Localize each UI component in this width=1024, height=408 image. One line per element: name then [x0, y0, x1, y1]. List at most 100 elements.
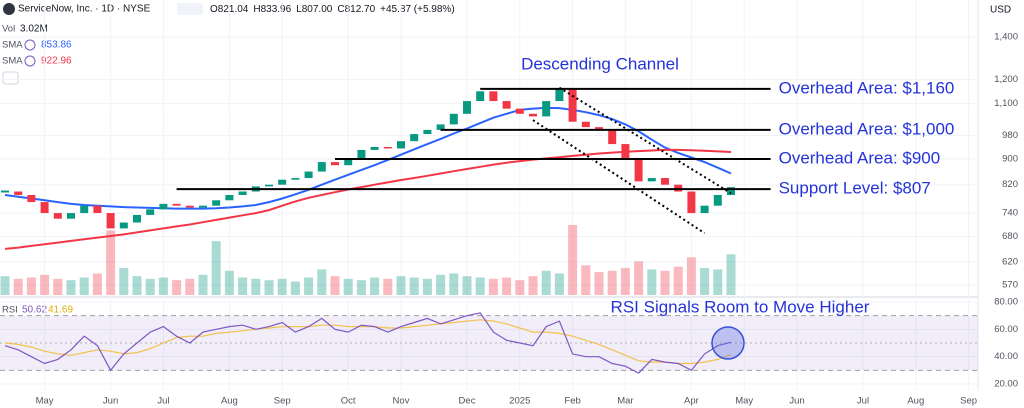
candle	[304, 171, 313, 179]
volume-bar	[515, 280, 525, 295]
volume-bar	[13, 278, 23, 295]
volume-bar	[26, 277, 36, 295]
y-tick-label: 1,200	[994, 74, 1018, 85]
volume-bar	[330, 276, 340, 295]
volume-bar	[647, 269, 657, 295]
volume-bar	[383, 278, 393, 295]
y-tick-label: 820	[1002, 179, 1018, 190]
x-tick-label: Apr	[684, 396, 699, 407]
chart-title: ServiceNow, Inc. · 1D · NYSE	[18, 4, 151, 15]
volume-bar	[370, 277, 380, 295]
volume-legend-name: Vol	[2, 24, 15, 35]
volume-bar	[713, 269, 723, 295]
candle	[238, 191, 247, 195]
candle	[14, 191, 23, 195]
volume-bar	[356, 280, 366, 295]
volume-bar	[620, 268, 630, 295]
y-tick-label: 60.00	[994, 324, 1018, 335]
candle	[27, 194, 36, 203]
candle	[581, 121, 590, 128]
volume-bar	[251, 278, 261, 295]
candle	[146, 209, 155, 215]
settings-icon[interactable]	[24, 39, 36, 51]
y-tick-label: 1,400	[994, 31, 1018, 42]
ohlc-value: +45.87 (+5.98%)	[380, 4, 455, 15]
volume-bar	[185, 278, 195, 295]
volume-bar	[581, 265, 591, 295]
rsi-ma-legend-value: 41.69	[48, 305, 73, 316]
candle	[674, 184, 683, 192]
volume-bar	[462, 276, 472, 295]
x-tick-label: Dec	[459, 396, 476, 407]
channel-line	[558, 86, 732, 195]
sma-legend-value: 922.96	[41, 56, 72, 67]
candle	[172, 203, 181, 206]
x-tick-label: Aug	[221, 396, 238, 407]
volume-bar	[92, 273, 102, 295]
volume-bar	[79, 277, 89, 295]
volume-bar	[145, 278, 155, 295]
sma-legend-name: SMA	[2, 56, 23, 67]
volume-bar	[528, 276, 538, 295]
candle	[331, 162, 339, 166]
toolbar-icon[interactable]	[177, 3, 203, 15]
level-label: Overhead Area: $900	[779, 148, 941, 167]
rsi-line	[4, 312, 732, 374]
y-tick-label: 680	[1002, 231, 1018, 242]
candle	[212, 200, 221, 206]
y-tick-label: 900	[1002, 154, 1018, 165]
settings-icon[interactable]	[24, 55, 36, 67]
annotation: RSI Signals Room to Move Higher	[611, 297, 870, 316]
volume-bar	[264, 280, 274, 295]
volume-bar	[554, 273, 564, 295]
candle	[568, 88, 577, 122]
candle	[634, 158, 643, 182]
volume-bar	[290, 281, 300, 295]
collapse-button[interactable]	[2, 71, 19, 85]
volume-bar	[317, 269, 327, 295]
sma-legend-value: 853.86	[41, 40, 72, 51]
volume-bar	[568, 225, 578, 295]
x-tick-label: May	[735, 396, 753, 407]
ohlc-value: L807.00	[296, 4, 333, 15]
volume-bar	[132, 276, 142, 295]
candle	[595, 127, 603, 130]
rsi-ma-line	[4, 319, 732, 365]
x-tick-label: Mar	[617, 396, 633, 407]
volume-bar	[726, 254, 736, 295]
candle	[476, 91, 485, 102]
volume-bar	[488, 278, 498, 295]
volume-bar	[700, 268, 710, 295]
currency[interactable]: USD	[990, 5, 1011, 16]
candle	[106, 213, 115, 229]
rsi-legend-value: 50.62	[22, 305, 47, 316]
highlight-circle	[711, 326, 745, 360]
ohlc-value: H833.96	[253, 4, 291, 15]
candle	[291, 178, 300, 180]
candle	[344, 158, 353, 166]
volume-bar	[224, 270, 234, 295]
volume-bar	[304, 277, 314, 295]
candle	[436, 124, 445, 130]
candle	[225, 194, 234, 201]
volume-bar	[198, 274, 208, 295]
volume-bar	[40, 274, 50, 295]
level-label: Overhead Area: $1,160	[779, 78, 955, 97]
candle	[317, 162, 326, 172]
y-tick-label: 1,100	[994, 98, 1018, 109]
y-tick-label: 740	[1002, 208, 1018, 219]
candle	[489, 91, 498, 102]
y-tick-label: 620	[1002, 256, 1018, 267]
y-tick-label: 980	[1002, 130, 1018, 141]
volume-bar	[238, 277, 248, 295]
candle	[133, 214, 141, 223]
x-tick-label: Jun	[103, 396, 118, 407]
candle	[410, 134, 419, 142]
volume-bar	[172, 280, 182, 295]
candle	[80, 205, 89, 214]
volume-bar	[53, 278, 63, 295]
candle	[370, 146, 379, 150]
candle	[661, 178, 669, 185]
